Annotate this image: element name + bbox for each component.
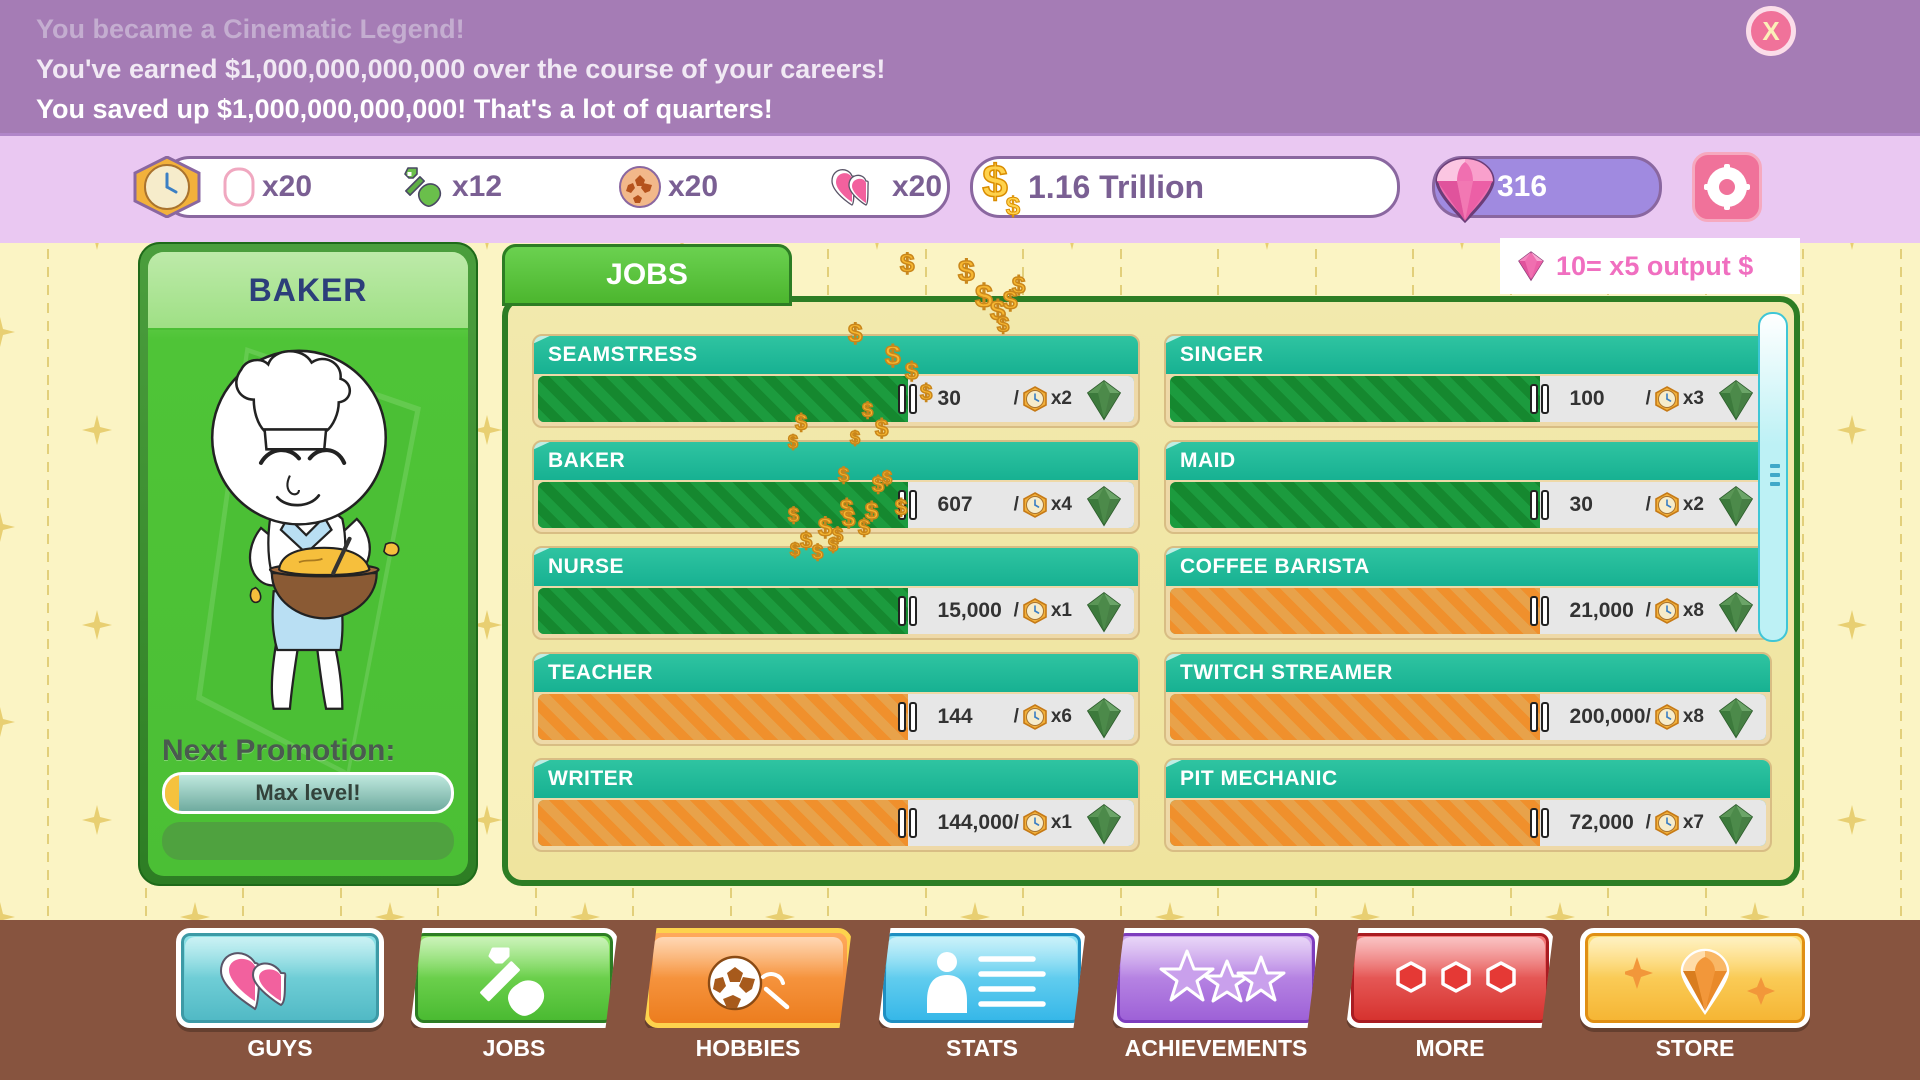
svg-text:$: $: [982, 155, 1008, 207]
svg-text:$: $: [1006, 191, 1021, 221]
